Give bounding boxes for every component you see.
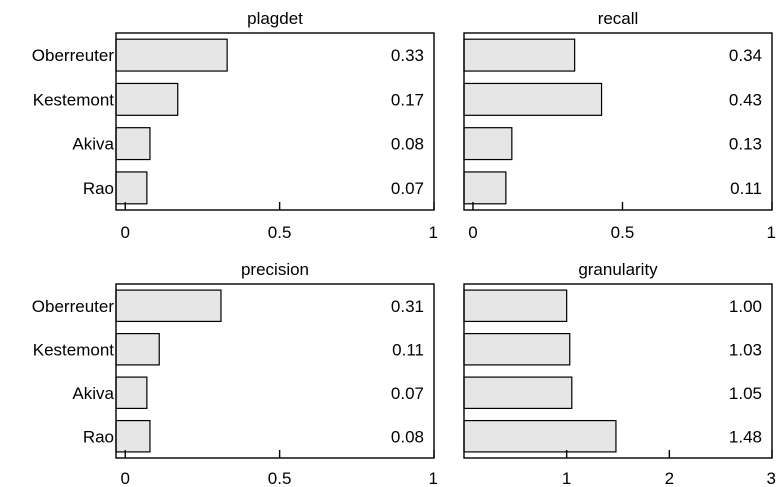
value-label: 0.34: [729, 46, 762, 65]
plot-frame: [115, 32, 435, 211]
bar-rao: [115, 419, 151, 453]
value-label: 0.31: [391, 297, 424, 316]
x-tick-label: 0.5: [611, 223, 635, 242]
chart-title: precision: [241, 260, 309, 279]
chart-title: recall: [598, 9, 639, 28]
category-label: Akiva: [72, 135, 114, 154]
chart-panel-plagdet: plagdet 0.33 Oberreuter 0.17 Kestemont 0.08 Ak…: [32, 9, 438, 242]
bar-akiva: [463, 127, 513, 161]
bar-oberreuter: [115, 38, 228, 72]
category-label: Kestemont: [33, 340, 115, 359]
x-tick-label: 0: [468, 223, 477, 242]
bar-rao: [463, 419, 617, 453]
x-tick-label: 2: [665, 469, 674, 487]
x-tick-label: 0: [121, 223, 130, 242]
category-label: Rao: [83, 427, 114, 446]
bar-akiva: [115, 127, 151, 161]
x-tick-label: 0.5: [268, 469, 292, 487]
value-label: 0.07: [391, 179, 424, 198]
value-label: 1.48: [729, 427, 762, 446]
chart-panel-precision: precision 0.31 Oberreuter 0.11 Kestemont 0.07…: [32, 260, 438, 487]
value-label: 1.03: [729, 340, 762, 359]
value-label: 1.05: [729, 384, 762, 403]
bar-kestemont: [115, 82, 179, 116]
x-tick-label: 1: [767, 223, 776, 242]
chart-title: plagdet: [247, 9, 303, 28]
bar-oberreuter: [463, 38, 576, 72]
x-tick-label: 1: [562, 469, 571, 487]
bar-akiva: [463, 376, 573, 410]
bar-akiva: [115, 376, 148, 410]
category-label: Oberreuter: [32, 46, 115, 65]
chart-title: granularity: [578, 260, 658, 279]
bar-kestemont: [115, 332, 160, 366]
value-label: 0.08: [391, 135, 424, 154]
bar-oberreuter: [463, 289, 568, 323]
value-label: 1.00: [729, 297, 762, 316]
category-label: Oberreuter: [32, 297, 115, 316]
value-label: 0.11: [730, 179, 762, 198]
x-tick-label: 1: [429, 223, 438, 242]
chart-panel-recall: recall 0.34 0.43 0.13 0.11 0 0.5 1: [463, 9, 776, 242]
x-tick-label: 1: [429, 469, 438, 487]
plot-frame: [115, 283, 435, 459]
bar-oberreuter: [115, 289, 222, 323]
value-label: 0.17: [391, 90, 424, 109]
x-tick-label: 3: [767, 469, 776, 487]
bar-rao: [115, 171, 148, 205]
value-label: 0.08: [391, 427, 424, 446]
value-label: 0.43: [729, 90, 762, 109]
bar-rao: [463, 171, 507, 205]
value-label: 0.13: [729, 135, 762, 154]
plot-frame: [463, 32, 773, 211]
chart-panel-granularity: granularity 1.00 1.03 1.05 1.48 1 2 3: [463, 260, 776, 487]
value-label: 0.07: [391, 384, 424, 403]
category-label: Rao: [83, 179, 114, 198]
bar-kestemont: [463, 332, 571, 366]
plot-frame: [463, 283, 773, 459]
category-label: Kestemont: [33, 90, 115, 109]
x-tick-label: 0.5: [268, 223, 292, 242]
value-label: 0.11: [392, 340, 424, 359]
bar-kestemont: [463, 82, 603, 116]
x-tick-label: 0: [121, 469, 130, 487]
value-label: 0.33: [391, 46, 424, 65]
category-label: Akiva: [72, 384, 114, 403]
